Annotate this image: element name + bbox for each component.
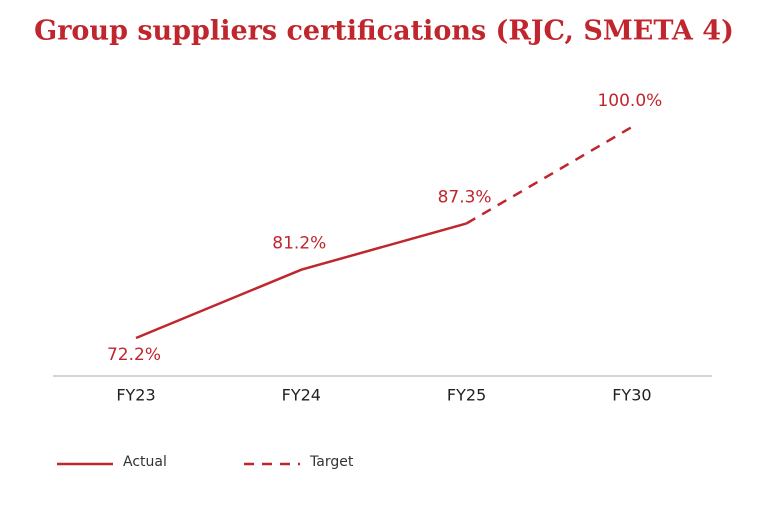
chart-title: Group suppliers certifications (RJC, SME… (34, 16, 734, 47)
legend-label: Actual (123, 454, 167, 470)
x-tick-label: FY30 (612, 386, 651, 405)
legend-label: Target (309, 454, 354, 470)
x-tick-label: FY25 (447, 386, 486, 405)
value-label: 81.2% (272, 234, 326, 254)
value-label: 72.2% (107, 345, 161, 365)
value-label: 87.3% (438, 187, 492, 207)
x-tick-label: FY23 (116, 386, 155, 405)
value-label: 100.0% (597, 91, 662, 111)
line-actual (135, 222, 467, 340)
x-tick-label: FY24 (282, 386, 321, 405)
line-target (465, 125, 633, 225)
